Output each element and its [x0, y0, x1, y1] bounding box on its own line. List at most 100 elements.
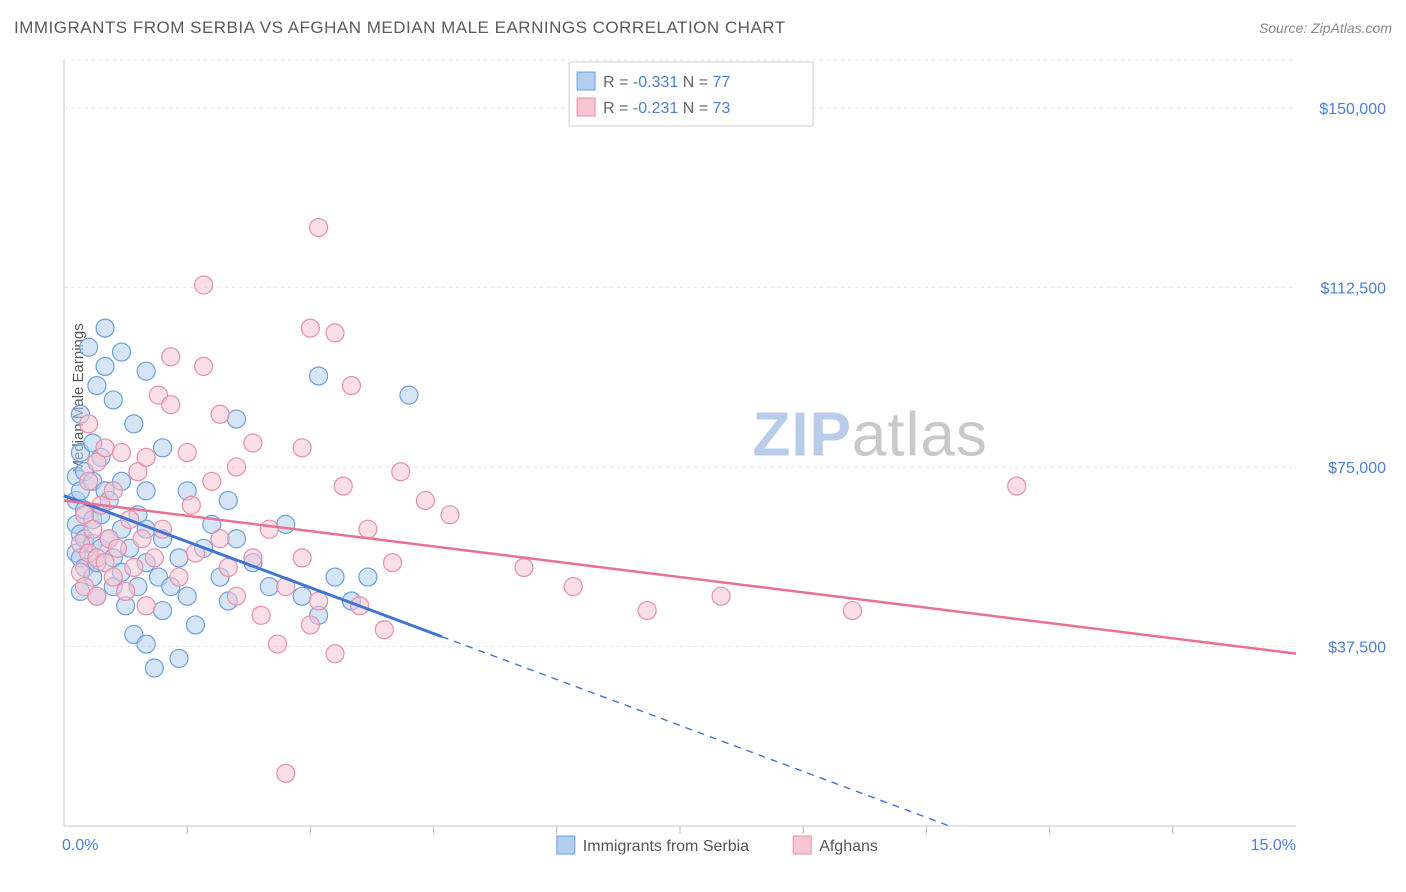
data-point [400, 386, 418, 404]
y-tick-label: $150,000 [1319, 101, 1386, 118]
data-point [133, 530, 151, 548]
data-point [227, 458, 245, 476]
data-point [211, 405, 229, 423]
data-point [84, 520, 102, 538]
data-point [145, 549, 163, 567]
data-point [96, 357, 114, 375]
data-point [104, 391, 122, 409]
data-point [154, 439, 172, 457]
data-point [104, 568, 122, 586]
data-point [117, 582, 135, 600]
data-point [170, 649, 188, 667]
data-point [186, 616, 204, 634]
data-point [178, 444, 196, 462]
data-point [260, 520, 278, 538]
data-point [170, 568, 188, 586]
data-point [310, 592, 328, 610]
data-point [301, 319, 319, 337]
data-point [145, 659, 163, 677]
data-point [195, 357, 213, 375]
data-point [564, 578, 582, 596]
data-point [219, 491, 237, 509]
data-point [293, 549, 311, 567]
legend-r-row: R = -0.231 N = 73 [603, 100, 730, 117]
data-point [638, 602, 656, 620]
data-point [326, 324, 344, 342]
data-point [137, 482, 155, 500]
data-point [326, 568, 344, 586]
data-point [515, 558, 533, 576]
data-point [326, 645, 344, 663]
data-point [125, 415, 143, 433]
data-point [195, 276, 213, 294]
data-point [712, 587, 730, 605]
data-point [244, 434, 262, 452]
data-point [108, 539, 126, 557]
chart-container: Median Male Earnings $37,500$75,000$112,… [14, 50, 1392, 878]
x-min-label: 0.0% [62, 837, 98, 854]
regression-line [64, 500, 1296, 653]
data-point [80, 415, 98, 433]
data-point [359, 520, 377, 538]
data-point [96, 319, 114, 337]
data-point [154, 602, 172, 620]
data-point [301, 616, 319, 634]
y-tick-label: $75,000 [1328, 460, 1386, 477]
data-point [203, 472, 221, 490]
data-point [293, 587, 311, 605]
legend-label: Afghans [819, 838, 878, 855]
scatter-plot: $37,500 $75,000 $112,500 $150,000 0.0% 15.0% Z… [54, 50, 1392, 878]
regression-line-extrapolated [442, 637, 950, 826]
data-point [359, 568, 377, 586]
data-point [104, 482, 122, 500]
data-point [375, 621, 393, 639]
data-point [112, 343, 130, 361]
legend-swatch [577, 98, 595, 116]
data-point [260, 578, 278, 596]
data-point [137, 597, 155, 615]
data-point [277, 515, 295, 533]
data-point [80, 338, 98, 356]
data-point [88, 587, 106, 605]
data-point [162, 396, 180, 414]
y-tick-label: $112,500 [1320, 280, 1386, 297]
data-point [227, 587, 245, 605]
data-point [137, 362, 155, 380]
data-point [162, 348, 180, 366]
data-point [334, 477, 352, 495]
data-point [137, 635, 155, 653]
data-point [170, 549, 188, 567]
legend-swatch [577, 72, 595, 90]
data-point [219, 558, 237, 576]
data-point [227, 410, 245, 428]
data-point [227, 530, 245, 548]
legend-swatch [557, 836, 575, 854]
data-point [182, 496, 200, 514]
chart-title: IMMIGRANTS FROM SERBIA VS AFGHAN MEDIAN … [14, 18, 786, 38]
data-point [125, 558, 143, 576]
data-point [252, 606, 270, 624]
data-point [178, 587, 196, 605]
data-point [310, 219, 328, 237]
data-point [269, 635, 287, 653]
legend-swatch [793, 836, 811, 854]
x-max-label: 15.0% [1251, 837, 1296, 854]
data-point [88, 377, 106, 395]
legend-label: Immigrants from Serbia [583, 838, 749, 855]
data-point [1008, 477, 1026, 495]
data-point [416, 491, 434, 509]
data-point [843, 602, 861, 620]
data-point [384, 554, 402, 572]
watermark: ZIPatlas [752, 401, 987, 470]
data-point [293, 439, 311, 457]
data-point [80, 472, 98, 490]
data-point [137, 448, 155, 466]
data-point [441, 506, 459, 524]
data-point [96, 439, 114, 457]
y-tick-label: $37,500 [1328, 639, 1386, 656]
data-point [310, 367, 328, 385]
data-point [342, 377, 360, 395]
legend-r-row: R = -0.331 N = 77 [603, 74, 730, 91]
data-point [392, 463, 410, 481]
data-point [112, 444, 130, 462]
